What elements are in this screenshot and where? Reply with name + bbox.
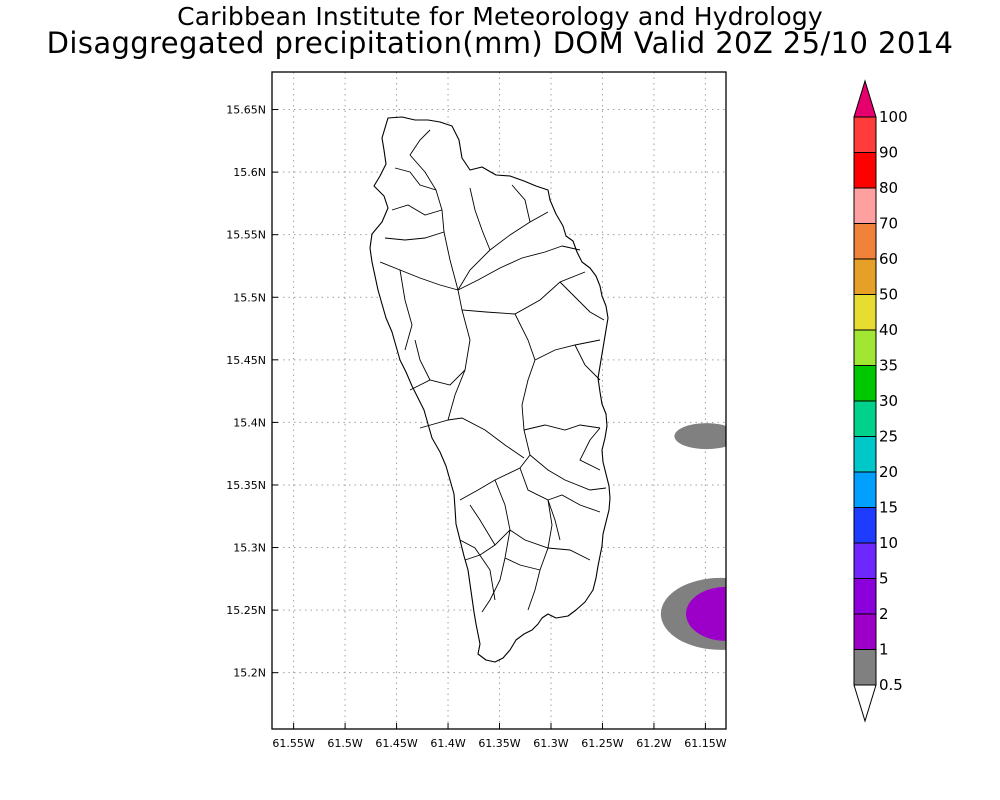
colorbar-swatch (853, 329, 877, 366)
colorbar-swatch (853, 294, 877, 331)
colorbar-bottom-arrow (853, 684, 877, 723)
colorbar-swatch (853, 578, 877, 615)
lat-tick-label: 15.3N (233, 542, 266, 555)
precip-area-0.5-1 (674, 423, 726, 450)
colorbar-label: 25 (879, 428, 898, 446)
island-coastline (369, 116, 611, 663)
colorbar-label: 20 (879, 463, 898, 481)
colorbar-label: 60 (879, 250, 898, 268)
lat-tick-label: 15.6N (233, 166, 266, 179)
longitude-tick-labels: 61.55W 61.5W 61.45W 61.4W 61.35W 61.3W 61.25W 6… (272, 737, 726, 750)
figure-subtitle: Disaggregated precipitation(mm) DOM Vali… (46, 26, 954, 60)
colorbar-label: 80 (879, 179, 898, 197)
map-frame (271, 71, 727, 730)
colorbar-label: 50 (879, 286, 898, 304)
colorbar-swatch (853, 365, 877, 402)
colorbar-label: 90 (879, 144, 898, 162)
colorbar-label: 15 (879, 499, 898, 517)
lon-tick-label: 61.45W (375, 737, 417, 750)
lon-tick-label: 61.15W (684, 737, 726, 750)
colorbar-label: 70 (879, 215, 898, 233)
colorbar-label: 100 (879, 108, 908, 126)
lat-tick-label: 15.55N (226, 229, 266, 242)
lon-tick-label: 61.2W (636, 737, 671, 750)
colorbar-label: 30 (879, 392, 898, 410)
island-dominica (369, 116, 611, 663)
precipitation-colorbar: 100 90 80 70 60 50 40 35 30 25 20 15 10 5 2 1 0.5 (853, 79, 908, 723)
colorbar-swatch (853, 542, 877, 579)
lon-tick-label: 61.5W (327, 737, 362, 750)
lat-tick-label: 15.35N (226, 479, 266, 492)
lon-tick-label: 61.55W (272, 737, 314, 750)
lon-tick-label: 61.3W (533, 737, 568, 750)
colorbar-swatch (853, 471, 877, 508)
lat-tick-label: 15.5N (233, 291, 266, 304)
latitude-tick-labels: 15.65N 15.6N 15.55N 15.5N 15.45N 15.4N 15.35N 1… (226, 104, 266, 680)
lat-tick-label: 15.45N (226, 354, 266, 367)
colorbar-swatch (853, 436, 877, 473)
colorbar-swatch (853, 258, 877, 295)
colorbar-swatch (853, 400, 877, 437)
colorbar-label: 10 (879, 534, 898, 552)
lat-tick-label: 15.25N (226, 604, 266, 617)
colorbar-swatch (853, 223, 877, 260)
colorbar-swatch (853, 152, 877, 189)
precipitation-field (660, 423, 726, 650)
lon-tick-label: 61.4W (430, 737, 465, 750)
lon-tick-label: 61.35W (478, 737, 520, 750)
colorbar-top-arrow (853, 79, 877, 118)
colorbar-swatch (853, 116, 877, 153)
colorbar-label: 5 (879, 570, 889, 588)
lon-tick-label: 61.25W (581, 737, 623, 750)
colorbar-swatch (853, 507, 877, 544)
colorbar-swatch (853, 613, 877, 650)
lat-tick-label: 15.65N (226, 104, 266, 117)
colorbar-swatch (853, 187, 877, 224)
colorbar-label: 1 (879, 641, 889, 659)
lat-tick-label: 15.2N (233, 667, 266, 680)
lat-tick-label: 15.4N (233, 416, 266, 429)
colorbar-swatch (853, 649, 877, 686)
figure-title: Caribbean Institute for Meteorology and … (177, 2, 823, 31)
colorbar-label: 0.5 (879, 676, 903, 694)
precip-area-2-5 (686, 586, 726, 641)
colorbar-label: 2 (879, 605, 889, 623)
colorbar-label: 40 (879, 321, 898, 339)
colorbar-label: 35 (879, 357, 898, 375)
watershed-boundaries (379, 129, 607, 613)
